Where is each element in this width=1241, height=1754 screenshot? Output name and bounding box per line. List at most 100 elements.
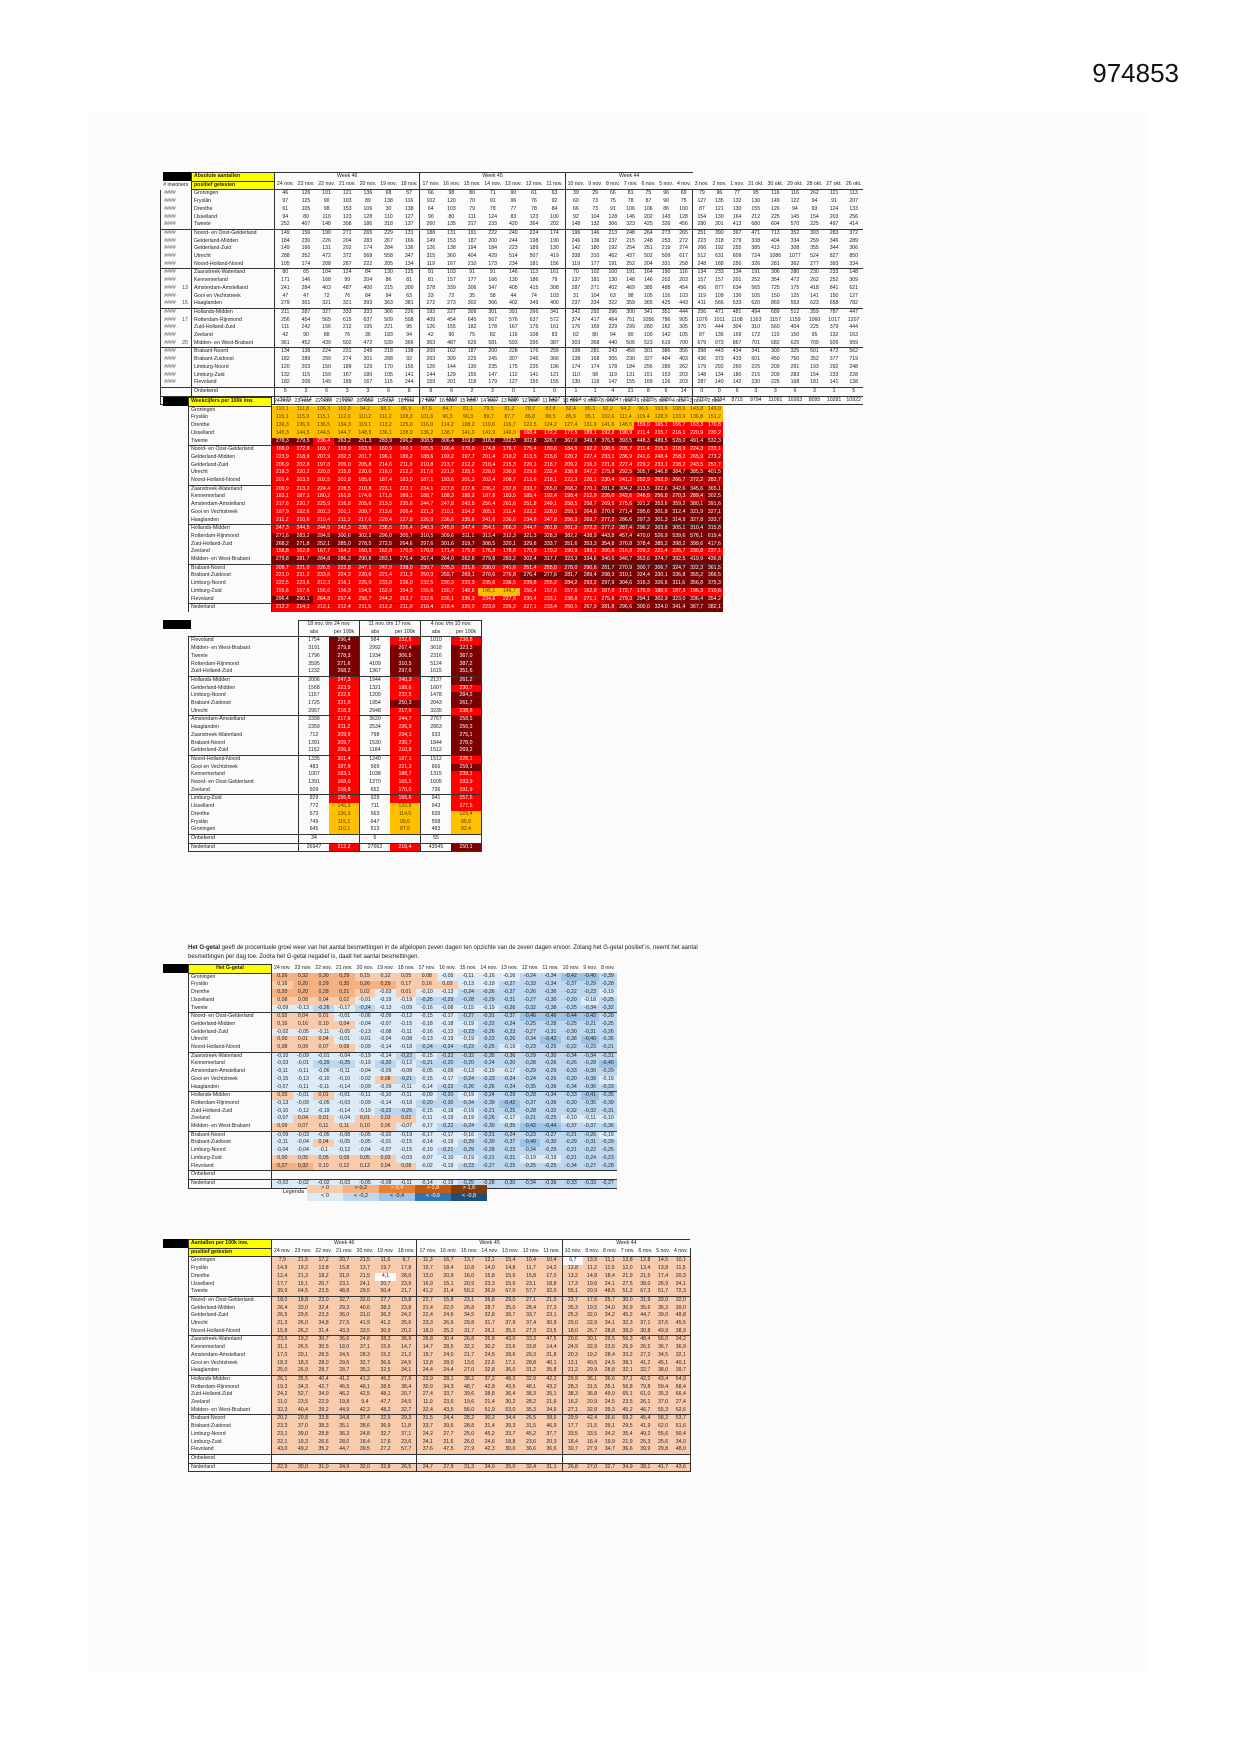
value-cell: 23,5 (618, 1399, 637, 1407)
value-cell: 198 (529, 237, 539, 244)
value-cell: 116 (509, 332, 518, 339)
value-cell: 43,6 (671, 1462, 691, 1473)
value-cell: 19,7 (375, 1265, 396, 1273)
value-cell: -0,30 (540, 996, 561, 1005)
value-cell: 81 (419, 277, 442, 285)
value-cell: 302,2 (354, 532, 376, 541)
value-cell: 167 (363, 379, 373, 386)
value-cell: 189 (342, 363, 352, 370)
date-header: 19 nov. (378, 181, 399, 191)
value-cell: 78 (627, 198, 634, 205)
value-cell: 267 (384, 237, 393, 244)
value-cell: 264,6 (395, 540, 417, 549)
value-cell (636, 1454, 655, 1464)
value-cell: 19,5 (583, 1304, 601, 1313)
value-cell: 180,6 (652, 587, 670, 596)
value-cell: 0,05 (292, 1154, 314, 1163)
value-cell: 233,8 (313, 572, 334, 581)
value-cell: 464 (608, 316, 618, 323)
value-cell: -0,04 (375, 1036, 396, 1045)
value-cell: 193,6 (437, 477, 458, 486)
value-cell: 38,0 (654, 1367, 672, 1376)
value-cell: 8095 (804, 395, 825, 406)
value-cell: 23,1 (520, 1280, 542, 1289)
value-cell: 9794 (745, 395, 766, 406)
value-cell: 241,2 (616, 477, 635, 486)
table-row: Utrecht 0,00 0,01 0,04 -0,01 -0,01 -0,04 -0,08-… (188, 1036, 617, 1045)
region-name: Gelderland-Midden (191, 237, 275, 246)
value-cell: 27,3 (541, 1304, 563, 1313)
value-cell: 20,2 (395, 1327, 417, 1336)
value-cell: 331 (661, 260, 671, 267)
value-cell: 377 (829, 356, 839, 363)
value-cell: 156 (295, 228, 317, 238)
value-cell: -0,27 (581, 1162, 599, 1171)
value-cell: 24,5 (479, 1351, 501, 1360)
value-cell: 352 (810, 356, 819, 363)
value-cell: 36,6 (520, 1446, 542, 1455)
value-cell: 147 (608, 379, 618, 386)
value-cell: 198,9 (616, 429, 635, 438)
value-cell: -0,19 (457, 1107, 479, 1116)
value-cell: 14,7 (395, 1344, 417, 1352)
value-cell: 104 (316, 268, 337, 278)
value-cell: -0,22 (437, 1123, 458, 1132)
value-cell: 436 (697, 356, 707, 363)
value-cell: 35,6 (636, 1304, 655, 1313)
date-header: 8 nov. (600, 1248, 619, 1258)
value-cell: 3979 (273, 395, 296, 406)
value-cell: 301 (363, 356, 373, 363)
region-name: Hollands-Midden (188, 524, 272, 533)
value-cell: 30,9 (416, 1383, 439, 1392)
value-cell: 19,2 (292, 1265, 314, 1273)
value-cell: 31,3 (458, 1462, 480, 1473)
value-cell: 0,35 (333, 981, 355, 990)
region-name: Noord-Holland-Noord (191, 260, 275, 269)
value-cell: 41,2 (354, 1374, 376, 1384)
date-header: 14 nov. (480, 965, 498, 971)
inwoners-hidden: #### (160, 324, 179, 333)
value-cell: 4307 (419, 395, 442, 406)
value-cell: 46,7 (636, 1406, 655, 1415)
value-cell: 10922 (843, 395, 864, 406)
value-cell: 5124 (420, 660, 451, 669)
region-name: Rotterdam-Rijnmond (191, 316, 275, 325)
value-cell: -0,27 (519, 1028, 541, 1037)
value-cell: 289 (661, 363, 671, 370)
value-cell: 221,0 (329, 700, 360, 708)
value-cell: -0,25 (519, 1162, 541, 1171)
value-cell: 11,5 (600, 1265, 619, 1273)
value-cell: 95 (811, 332, 818, 339)
value-cell: -0,14 (375, 1099, 396, 1108)
value-cell: 177 (590, 260, 600, 267)
value-cell: 105 (674, 332, 694, 340)
value-cell: 150 (322, 363, 331, 370)
value-cell: 310,4 (687, 524, 706, 533)
value-cell: 296,4 (329, 636, 360, 646)
value-cell: 186 (363, 221, 373, 228)
value-cell: 323 (626, 221, 635, 228)
value-cell: 238,8 (451, 636, 482, 646)
value-cell: 42,8 (479, 1383, 501, 1392)
value-cell: 193 (419, 307, 442, 317)
value-cell: 136,5 (313, 422, 334, 430)
value-cell: 539 (384, 339, 393, 346)
value-cell (499, 1170, 520, 1180)
value-cell: 198,5 (598, 445, 617, 454)
value-cell: 689 (765, 307, 786, 317)
value-cell: 185,4 (519, 493, 541, 502)
value-cell: 84 (357, 268, 379, 278)
region-name: Groningen (188, 406, 272, 415)
value-cell: 20,7 (375, 1280, 396, 1289)
table-row: Gelderland-Midden 26,4 33,0 32,4 29,3 40,6 38,… (188, 1304, 691, 1313)
value-cell: 39,9 (636, 1446, 655, 1455)
value-cell: 18,2 (313, 1272, 334, 1281)
table-row: Drenthe 0,20 0,20 0,28 0,21 0,02 -0,03 0,01 -0,1… (188, 989, 617, 997)
value-cell: 38,1 (618, 1359, 637, 1368)
value-cell: 120 (447, 198, 456, 205)
value-cell: 292 (829, 363, 839, 370)
value-cell: 24,6 (438, 1312, 459, 1321)
value-cell: 252 (829, 277, 839, 284)
value-cell: 32,7 (333, 1295, 355, 1305)
value-cell: 751 (626, 316, 635, 323)
